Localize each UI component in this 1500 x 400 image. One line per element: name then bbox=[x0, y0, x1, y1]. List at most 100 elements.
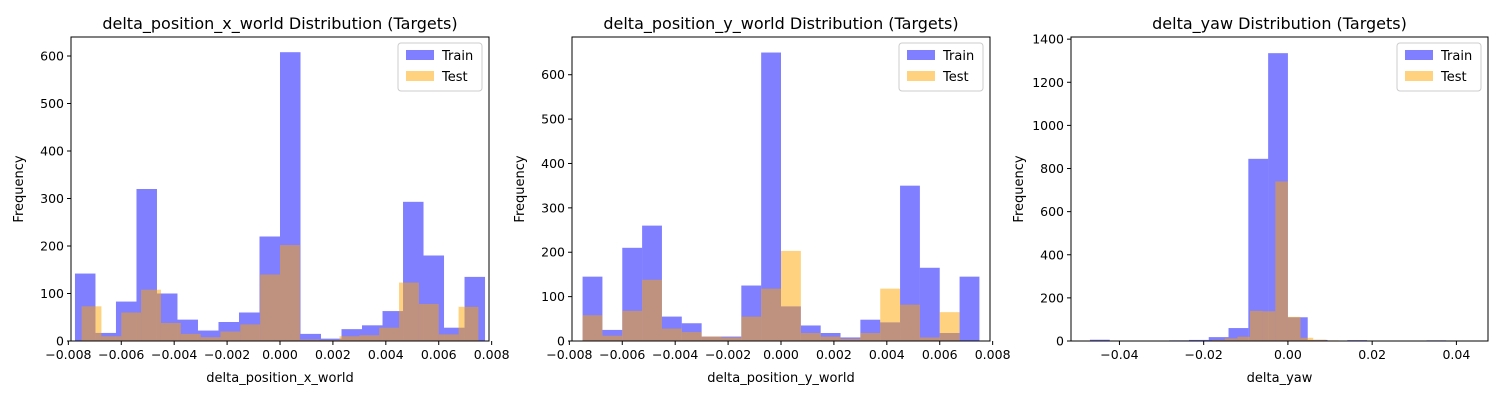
legend-swatch-test bbox=[1405, 71, 1433, 81]
bar-test-5 bbox=[1224, 338, 1238, 341]
x-axis-label: delta_yaw bbox=[1247, 371, 1313, 386]
x-tick-label: −0.002 bbox=[705, 347, 751, 362]
bar-test-17 bbox=[418, 303, 439, 341]
bar-train-8 bbox=[1248, 158, 1269, 341]
bar-train-17 bbox=[919, 267, 940, 341]
x-tick-label: 0.02 bbox=[1358, 347, 1386, 362]
bar-test-10 bbox=[280, 245, 300, 341]
bar-test-16 bbox=[399, 282, 419, 341]
x-tick-label: 0.004 bbox=[368, 347, 404, 362]
y-axis-label: Frequency bbox=[12, 155, 27, 222]
legend: Train Test bbox=[1396, 42, 1482, 92]
x-axis-label: delta_position_y_world bbox=[707, 371, 854, 386]
y-tick-label: 300 bbox=[40, 191, 64, 206]
legend-label-test: Test bbox=[942, 70, 969, 85]
y-axis-label: Frequency bbox=[513, 155, 528, 222]
bar-test-4 bbox=[1212, 339, 1225, 341]
y-tick-label: 100 bbox=[541, 289, 565, 304]
bar-train-11 bbox=[300, 333, 321, 342]
x-tick-label: −0.006 bbox=[98, 347, 144, 362]
series-train bbox=[582, 52, 980, 341]
bar-train-1 bbox=[602, 329, 623, 341]
bar-test-13 bbox=[840, 338, 861, 341]
bar-test-11 bbox=[800, 333, 821, 341]
y-tick-label: 0 bbox=[1056, 334, 1064, 349]
bar-train-12 bbox=[321, 338, 342, 342]
legend-label-test: Test bbox=[441, 70, 468, 85]
y-axis-label: Frequency bbox=[1012, 155, 1027, 222]
y-tick-label: 600 bbox=[40, 49, 64, 64]
legend-swatch-train bbox=[907, 50, 935, 60]
bar-test-14 bbox=[860, 333, 881, 341]
bar-test-10 bbox=[1287, 316, 1301, 341]
bar-train-0 bbox=[1089, 339, 1110, 341]
x-tick-label: −0.04 bbox=[1100, 347, 1138, 362]
y-tick-label: 500 bbox=[40, 96, 64, 111]
series-test bbox=[81, 245, 479, 342]
x-tick-label: 0.04 bbox=[1442, 347, 1470, 362]
bar-test-12 bbox=[1313, 339, 1326, 341]
axes-frame bbox=[1070, 36, 1489, 342]
x-tick-label: −0.006 bbox=[599, 347, 645, 362]
bar-test-1 bbox=[101, 336, 122, 341]
y-tick-label: 1200 bbox=[1032, 75, 1064, 90]
bar-test-10 bbox=[781, 250, 801, 341]
bar-test-7 bbox=[721, 337, 742, 341]
bar-test-18 bbox=[939, 312, 960, 341]
x-tick-label: −0.004 bbox=[151, 347, 197, 362]
bar-test-14 bbox=[359, 335, 380, 341]
y-tick-label: 0 bbox=[557, 334, 565, 349]
bar-test-1 bbox=[602, 335, 623, 341]
chart-title: delta_yaw Distribution (Targets) bbox=[1152, 14, 1407, 34]
legend: Train Test bbox=[898, 42, 984, 92]
legend-label-train: Train bbox=[942, 49, 974, 64]
bar-test-5 bbox=[681, 332, 702, 341]
x-tick-label: 0.002 bbox=[315, 347, 351, 362]
y-tick-label: 1400 bbox=[1032, 32, 1064, 47]
chart-panel-3: −0.04 −0.02 0.00 0.02 0.04 0 200 400 600 800 1000 1… bbox=[1012, 14, 1489, 386]
y-tick-label: 400 bbox=[1040, 247, 1064, 262]
legend-swatch-test bbox=[907, 71, 935, 81]
bar-train-6 bbox=[197, 330, 219, 341]
x-tick-label: −0.004 bbox=[652, 347, 698, 362]
y-tick-label: 600 bbox=[541, 67, 565, 82]
x-tick-label: −0.002 bbox=[204, 347, 250, 362]
bar-test-9 bbox=[1275, 181, 1288, 341]
bar-train-6 bbox=[1208, 337, 1229, 341]
bar-test-7 bbox=[1250, 310, 1263, 341]
bar-test-11 bbox=[1300, 337, 1314, 341]
y-tick-label: 200 bbox=[541, 245, 565, 260]
bar-test-3 bbox=[642, 279, 662, 341]
legend-swatch-train bbox=[1405, 50, 1433, 60]
bar-test-15 bbox=[880, 288, 901, 341]
bar-train-5 bbox=[1188, 339, 1209, 341]
legend-label-train: Train bbox=[441, 49, 473, 64]
bar-test-9 bbox=[260, 274, 280, 341]
bar-test-2 bbox=[622, 310, 643, 341]
bar-test-8 bbox=[1262, 311, 1276, 341]
bar-test-8 bbox=[741, 316, 762, 341]
y-tick-label: 200 bbox=[1040, 290, 1064, 305]
bar-test-0 bbox=[582, 315, 603, 341]
bar-test-5 bbox=[180, 333, 201, 342]
bar-test-12 bbox=[820, 336, 841, 341]
y-tick-label: 400 bbox=[40, 144, 64, 159]
bar-train-9 bbox=[761, 52, 781, 341]
bar-test-16 bbox=[900, 304, 920, 341]
chart-title: delta_position_y_world Distribution (Tar… bbox=[603, 14, 958, 34]
bar-test-4 bbox=[661, 328, 682, 341]
bar-test-13 bbox=[339, 336, 360, 341]
bar-test-6 bbox=[200, 337, 221, 341]
bar-test-18 bbox=[438, 334, 459, 341]
x-tick-label: 0.004 bbox=[869, 347, 905, 362]
x-tick-label: 0.000 bbox=[763, 347, 799, 362]
bar-test-4 bbox=[160, 322, 181, 341]
legend-swatch-train bbox=[406, 50, 434, 60]
bar-train-13 bbox=[341, 329, 363, 342]
y-tick-label: 800 bbox=[1040, 161, 1064, 176]
y-tick-label: 300 bbox=[541, 200, 565, 215]
y-tick-label: 600 bbox=[1040, 204, 1064, 219]
x-tick-label: 0.006 bbox=[421, 347, 457, 362]
x-tick-label: 0.008 bbox=[474, 347, 510, 362]
